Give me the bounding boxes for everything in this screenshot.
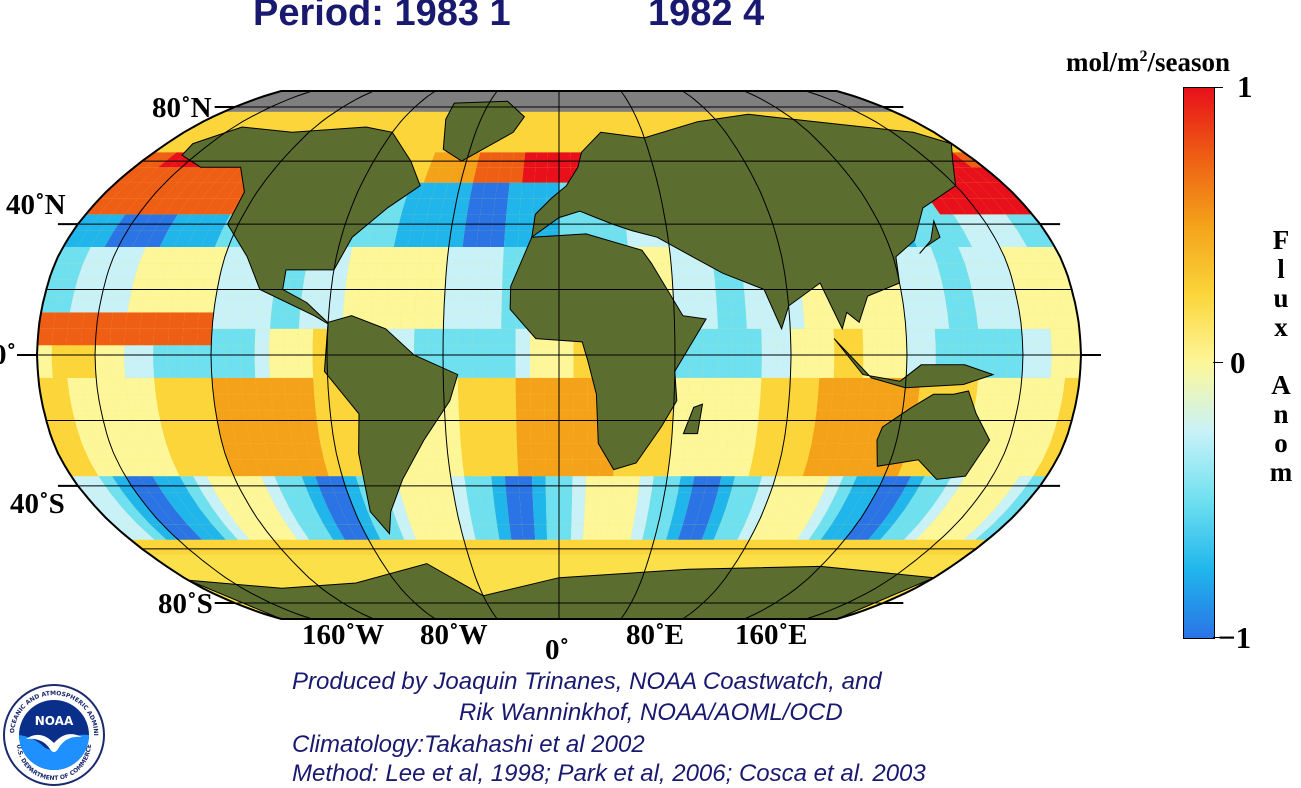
flux-cells <box>37 111 1081 555</box>
credit-line-1: Produced by Joaquin Trinanes, NOAA Coast… <box>292 668 882 695</box>
colorbar-max-label: 1 <box>1237 69 1253 104</box>
credit-line-4: Method: Lee et al, 1998; Park et al, 200… <box>292 760 926 787</box>
credit-line-2: Rik Wanninkhof, NOAA/AOML/OCD <box>459 699 843 726</box>
credit-line-3: Climatology:Takahashi et al 2002 <box>292 731 645 758</box>
lon-label-160w: 160˚W <box>302 619 385 651</box>
colorbar <box>1183 87 1215 639</box>
lat-ticks <box>17 105 1101 605</box>
lon-label-0: 0˚ <box>545 634 570 666</box>
lon-label-80e: 80˚E <box>626 619 684 651</box>
lat-label-40n: 40˚N <box>6 189 66 221</box>
lat-label-equator: 0˚ <box>0 339 17 371</box>
noaa-logo-text: NOAA <box>35 714 74 728</box>
lon-label-160e: 160˚E <box>735 619 808 651</box>
lat-label-80s: 80˚S <box>158 588 213 620</box>
graticule <box>37 91 1081 619</box>
title-period: Period: 1983 1 <box>253 0 511 34</box>
colorbar-mid-label: 0 <box>1230 345 1246 380</box>
noaa-logo: NATIONAL OCEANIC AND ATMOSPHERIC ADMINIS… <box>0 683 105 786</box>
colorbar-units: mol/m2/season <box>1066 47 1231 77</box>
lat-label-80n: 80˚N <box>152 92 212 124</box>
lon-label-80w: 80˚W <box>420 619 488 651</box>
colorbar-min-label: −1 <box>1218 620 1252 655</box>
lat-label-40s: 40˚S <box>10 488 65 520</box>
map-outline <box>35 90 1083 620</box>
title-period-end: 1982 4 <box>648 0 765 34</box>
